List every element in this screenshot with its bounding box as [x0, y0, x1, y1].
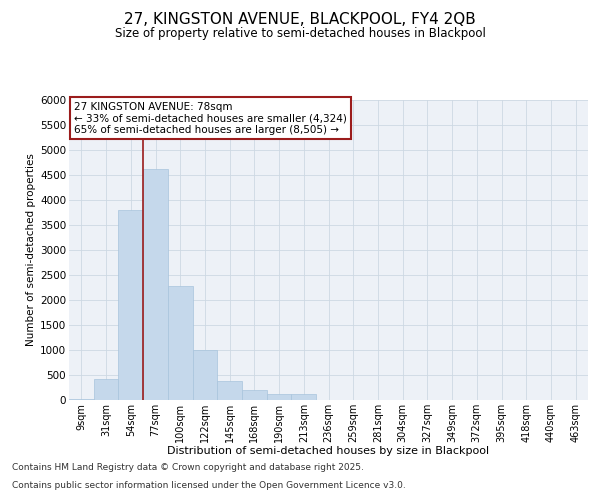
Text: Size of property relative to semi-detached houses in Blackpool: Size of property relative to semi-detach… [115, 28, 485, 40]
Y-axis label: Number of semi-detached properties: Number of semi-detached properties [26, 154, 36, 346]
Text: Contains public sector information licensed under the Open Government Licence v3: Contains public sector information licen… [12, 481, 406, 490]
Bar [69, 399, 94, 400]
Bar [94, 378, 118, 400]
Bar [143, 169, 168, 400]
Bar [242, 390, 267, 400]
Bar [217, 380, 242, 400]
Text: 27 KINGSTON AVENUE: 78sqm
← 33% of semi-detached houses are smaller (4,324)
65% : 27 KINGSTON AVENUE: 78sqm ← 33% of semi-… [74, 102, 347, 134]
Bar [193, 350, 217, 400]
Text: Contains HM Land Registry data © Crown copyright and database right 2025.: Contains HM Land Registry data © Crown c… [12, 464, 364, 472]
Bar [292, 394, 316, 400]
Text: 27, KINGSTON AVENUE, BLACKPOOL, FY4 2QB: 27, KINGSTON AVENUE, BLACKPOOL, FY4 2QB [124, 12, 476, 28]
X-axis label: Distribution of semi-detached houses by size in Blackpool: Distribution of semi-detached houses by … [167, 446, 490, 456]
Bar [267, 394, 292, 400]
Bar [168, 286, 193, 400]
Bar [118, 210, 143, 400]
